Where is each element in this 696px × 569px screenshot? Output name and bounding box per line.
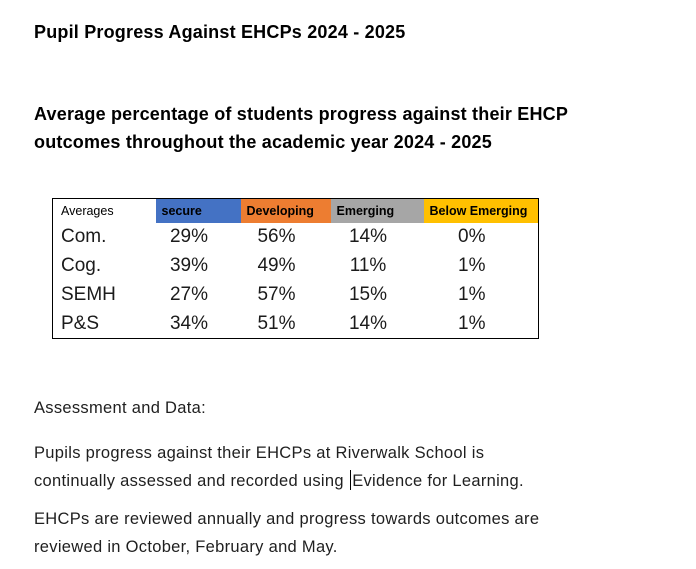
- paragraph-line: Pupils progress against their EHCPs at R…: [34, 444, 485, 462]
- paragraph-ehcp-review[interactable]: EHCPs are reviewed annually and progress…: [34, 505, 539, 561]
- value-cell[interactable]: 27%: [169, 284, 209, 305]
- paragraph-text-before-caret: continually assessed and recorded using: [34, 472, 349, 490]
- text-cursor: [349, 470, 352, 490]
- paragraph-evidence-for-learning[interactable]: Pupils progress against their EHCPs at R…: [34, 439, 524, 495]
- subtitle-line: Average percentage of students progress …: [34, 104, 569, 124]
- table-row-cog: Cog. 39% 49% 11% 1%: [53, 252, 539, 281]
- value-cell[interactable]: 51%: [257, 312, 296, 334]
- header-cell-below-emerging[interactable]: Below Emerging: [423, 198, 539, 223]
- document-title[interactable]: Pupil Progress Against EHCPs 2024 - 2025: [34, 22, 406, 42]
- value-cell[interactable]: 14%: [348, 312, 388, 334]
- value-cell[interactable]: 49%: [257, 255, 296, 276]
- document-subtitle[interactable]: Average percentage of students progress …: [34, 100, 568, 156]
- value-cell[interactable]: 15%: [348, 284, 388, 305]
- paragraph-line: EHCPs are reviewed annually and progress…: [34, 510, 540, 528]
- value-cell[interactable]: 34%: [169, 312, 209, 334]
- value-cell[interactable]: 1%: [458, 255, 486, 276]
- row-label-cell[interactable]: SEMH: [61, 284, 116, 305]
- value-cell[interactable]: 11%: [349, 255, 387, 276]
- row-label-cell[interactable]: Com.: [61, 226, 107, 247]
- row-label-cell[interactable]: Cog.: [61, 255, 102, 276]
- table-row-semh: SEMH 27% 57% 15% 1%: [53, 281, 539, 310]
- value-cell[interactable]: 39%: [169, 255, 209, 276]
- paragraph-line: reviewed in October, February and May.: [34, 538, 338, 556]
- value-cell[interactable]: 29%: [169, 226, 209, 247]
- header-cell-averages[interactable]: Averages: [52, 198, 156, 223]
- value-cell[interactable]: 1%: [458, 312, 486, 334]
- averages-table[interactable]: Averages secure Developing Emerging Belo…: [52, 198, 539, 339]
- header-cell-developing[interactable]: Developing: [240, 198, 331, 223]
- value-cell[interactable]: 1%: [458, 284, 486, 305]
- value-cell[interactable]: 14%: [348, 226, 388, 247]
- value-cell[interactable]: 0%: [458, 226, 486, 247]
- table-row-com: Com. 29% 56% 14% 0%: [53, 223, 539, 252]
- paragraph-text-after-caret: Evidence for Learning.: [352, 472, 524, 490]
- header-cell-emerging[interactable]: Emerging: [330, 198, 424, 223]
- value-cell[interactable]: 56%: [257, 226, 296, 247]
- table-row-ps: P&S 34% 51% 14% 1%: [53, 310, 539, 339]
- header-cell-secure[interactable]: secure: [155, 198, 241, 223]
- value-cell[interactable]: 57%: [257, 284, 296, 305]
- table-header-row: Averages secure Developing Emerging Belo…: [52, 198, 539, 223]
- subtitle-line: outcomes throughout the academic year 20…: [34, 132, 492, 152]
- section-heading-assessment-and-data[interactable]: Assessment and Data:: [34, 399, 206, 417]
- paragraph-line: continually assessed and recorded using …: [34, 467, 524, 495]
- row-label-cell[interactable]: P&S: [61, 312, 100, 334]
